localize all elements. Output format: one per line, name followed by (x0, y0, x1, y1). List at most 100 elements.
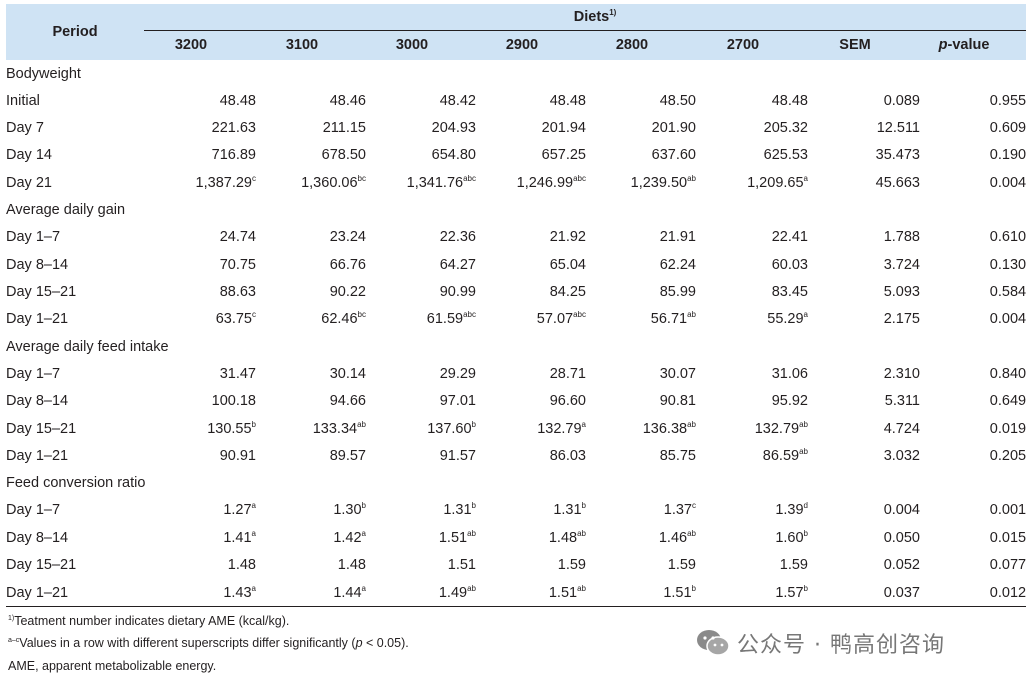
cell-2800: 201.90 (586, 114, 696, 141)
cell-value: 130.55 (207, 420, 252, 437)
cell-value: 201.90 (651, 120, 696, 137)
cell-superscript: a (803, 310, 808, 320)
cell-value: 61.59 (426, 311, 464, 328)
footnote-3: AME, apparent metabolizable energy. (8, 658, 217, 673)
cell-2700: 1.39d (696, 497, 808, 524)
cell-value: 66.76 (329, 256, 366, 273)
row-label: Day 8–14 (6, 529, 69, 546)
table-row: Day 8–14 1.41a 1.42a 1.51ab 1.48ab 1.46ab 1.60… (6, 524, 1026, 551)
col-header-2900: 2900 (505, 37, 539, 54)
cell-2800: 90.81 (586, 388, 696, 415)
cell-2800: 1.51b (586, 579, 696, 607)
cell-value: 22.36 (439, 229, 476, 246)
cell-2700: 205.32 (696, 114, 808, 141)
cell-value: 1.31 (553, 502, 582, 519)
cell-value: 31.06 (771, 365, 808, 382)
cell-value: 48.46 (329, 92, 366, 109)
footnote-2-text-b: < 0.05). (362, 636, 409, 651)
cell-superscript: ab (577, 583, 586, 593)
section-title: Average daily gain (6, 202, 126, 219)
cell-value: 85.99 (659, 284, 696, 301)
cell-value: 132.79 (754, 420, 800, 437)
cell-superscript: ab (357, 419, 366, 429)
row-label: Day 1–21 (6, 584, 69, 601)
cell-value: 63.75 (215, 311, 252, 328)
cell-value: 94.66 (329, 393, 366, 410)
diets-header-label: Diets (573, 8, 610, 25)
cell-value: 21.92 (549, 229, 586, 246)
cell-3200: 1.27a (144, 497, 256, 524)
cell-superscript: c (692, 501, 696, 511)
cell-2800: 136.38ab (586, 415, 696, 442)
cell-3100: 48.46 (256, 87, 366, 114)
cell-value: 1.48 (337, 557, 366, 574)
cell-3000: 29.29 (366, 360, 476, 387)
cell-superscript: ab (687, 310, 696, 320)
footnote-2-sup: a–c (8, 637, 20, 645)
cell-2900: 1.59 (476, 551, 586, 578)
cell-3000: 137.60b (366, 415, 476, 442)
cell-value: 30.07 (659, 365, 696, 382)
cell-2700: 1.59 (696, 551, 808, 578)
cell-2900: 1,246.99abc (476, 169, 586, 196)
cell-value: 1.42 (333, 529, 362, 546)
cell-superscript: b (251, 419, 256, 429)
cell-3100: 1.30b (256, 497, 366, 524)
cell-value: 1.51 (438, 529, 468, 546)
cell-value: 56.71 (650, 311, 688, 328)
cell-3200: 130.55b (144, 415, 256, 442)
cell-2800: 85.99 (586, 278, 696, 305)
table-row: Day 14 716.89 678.50 654.80 657.25 637.60 625.… (6, 142, 1026, 169)
cell-value: 657.25 (541, 147, 586, 164)
cell-value: 48.48 (771, 92, 808, 109)
table-row: Day 15–21 88.63 90.22 90.99 84.25 85.99 83.45 5… (6, 278, 1026, 305)
cell-value: 1,239.50 (630, 174, 688, 191)
cell-2800: 1,239.50ab (586, 169, 696, 196)
cell-3100: 1.44a (256, 579, 366, 607)
cell-2800: 56.71ab (586, 306, 696, 333)
cell-superscript: d (803, 501, 808, 511)
cell-value: 64.27 (439, 256, 476, 273)
cell-2700: 55.29a (696, 306, 808, 333)
cell-3200: 1,387.29c (144, 169, 256, 196)
cell-sem: 12.511 (876, 120, 920, 137)
section-title: Average daily feed intake (6, 338, 169, 355)
cell-value: 1,387.29 (195, 174, 252, 191)
cell-pvalue: 0.077 (989, 557, 1027, 574)
cell-3000: 90.99 (366, 278, 476, 305)
cell-sem: 3.032 (883, 447, 920, 464)
period-header: Period (52, 24, 98, 40)
cell-value: 57.07 (536, 311, 574, 328)
cell-superscript: ab (687, 419, 696, 429)
cell-2900: 86.03 (476, 442, 586, 469)
cell-value: 1.39 (775, 502, 804, 519)
cell-value: 211.15 (322, 120, 366, 137)
cell-value: 91.57 (439, 447, 476, 464)
cell-value: 90.99 (439, 284, 476, 301)
cell-value: 654.80 (431, 147, 476, 164)
cell-2700: 22.41 (696, 224, 808, 251)
cell-value: 48.48 (219, 92, 256, 109)
cell-pvalue: 0.001 (989, 502, 1027, 519)
cell-value: 89.57 (329, 447, 366, 464)
cell-sem: 0.037 (883, 584, 920, 601)
cell-2700: 83.45 (696, 278, 808, 305)
cell-sem: 3.724 (883, 256, 920, 273)
cell-2800: 21.91 (586, 224, 696, 251)
cell-pvalue: 0.019 (989, 420, 1027, 437)
cell-value: 205.32 (763, 120, 808, 137)
cell-value: 90.81 (659, 393, 696, 410)
footnotes: 1)Teatment number indicates dietary AME … (8, 610, 409, 677)
cell-value: 1.27 (223, 502, 252, 519)
diet-performance-table: Period Diets1) 3200 3100 3000 2900 2800 … (6, 4, 1027, 607)
cell-value: 1.37 (663, 502, 692, 519)
footnote-2: a–cValues in a row with different supers… (8, 632, 409, 654)
cell-3200: 31.47 (144, 360, 256, 387)
cell-pvalue: 0.130 (989, 256, 1027, 273)
cell-value: 1.30 (333, 502, 362, 519)
cell-3200: 90.91 (144, 442, 256, 469)
cell-pvalue: 0.004 (989, 311, 1027, 328)
footnote-2-italic: p (355, 636, 363, 651)
cell-sem: 1.788 (883, 229, 920, 246)
cell-value: 85.75 (659, 447, 696, 464)
